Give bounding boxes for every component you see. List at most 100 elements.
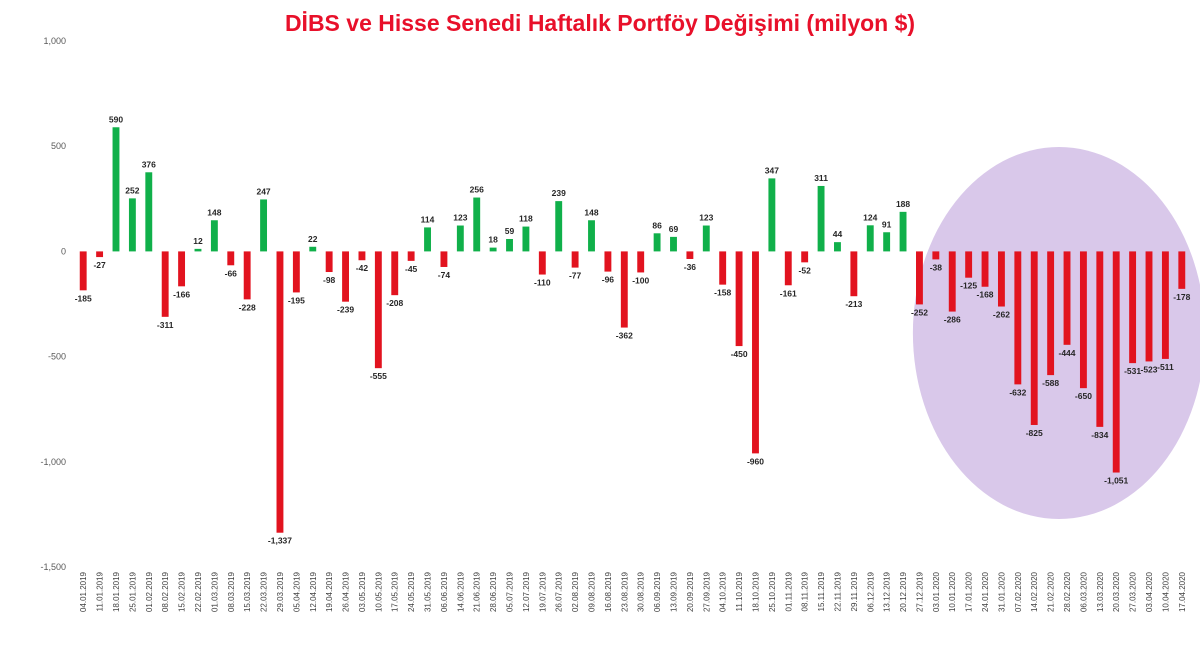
data-label: -262 — [993, 310, 1010, 320]
bar — [1047, 251, 1055, 376]
data-label: -1,051 — [1104, 476, 1128, 486]
data-label: -632 — [1009, 387, 1026, 397]
x-tick-label: 22.03.2019 — [260, 571, 269, 612]
bar — [522, 226, 530, 252]
x-tick-label: 19.04.2019 — [325, 571, 334, 612]
x-tick-label: 22.02.2019 — [194, 571, 203, 612]
x-tick-label: 08.02.2019 — [161, 571, 170, 612]
x-tick-label: 13.12.2019 — [883, 571, 892, 612]
x-tick-label: 09.08.2019 — [588, 571, 597, 612]
data-label: -158 — [714, 288, 731, 298]
x-tick-label: 20.12.2019 — [899, 571, 908, 612]
data-label: 239 — [552, 188, 566, 198]
data-label: 91 — [882, 219, 892, 229]
data-label: 114 — [421, 214, 435, 224]
x-tick-label: 23.08.2019 — [620, 571, 629, 612]
bar — [489, 247, 497, 252]
data-label: -444 — [1059, 348, 1076, 358]
x-tick-label: 05.07.2019 — [506, 571, 515, 612]
data-label: -195 — [288, 295, 305, 305]
bar — [981, 251, 989, 287]
x-tick-label: 20.09.2019 — [686, 571, 695, 612]
data-label: -45 — [405, 264, 418, 274]
bar — [735, 251, 743, 347]
data-label: -178 — [1173, 292, 1190, 302]
x-tick-label: 03.04.2020 — [1145, 571, 1154, 612]
data-label: -161 — [780, 288, 797, 298]
x-tick-label: 10.05.2019 — [374, 571, 383, 612]
data-label: -110 — [534, 278, 551, 288]
x-tick-label: 16.08.2019 — [604, 571, 613, 612]
data-label: -66 — [225, 268, 238, 278]
bar — [801, 251, 809, 263]
data-label: 376 — [142, 159, 156, 169]
bar — [112, 127, 120, 252]
chart-title: DİBS ve Hisse Senedi Haftalık Portföy De… — [284, 10, 916, 36]
bar — [358, 251, 366, 261]
data-label: 59 — [505, 226, 515, 236]
bar — [1079, 251, 1087, 389]
data-label: -27 — [93, 260, 106, 270]
y-tick-label: 1,000 — [43, 36, 66, 46]
x-tick-label: 31.01.2020 — [997, 571, 1006, 612]
x-tick-label: 05.04.2019 — [292, 571, 301, 612]
x-tick-label: 18.01.2019 — [112, 571, 121, 612]
bar — [243, 251, 251, 300]
x-tick-label: 15.03.2019 — [243, 571, 252, 612]
data-label: -166 — [173, 289, 190, 299]
bar — [424, 227, 431, 252]
data-label: 256 — [470, 185, 484, 195]
bar — [866, 225, 874, 252]
bar — [407, 251, 415, 261]
data-label: -362 — [616, 331, 633, 341]
data-label: -450 — [731, 349, 748, 359]
y-tick-label: -1,500 — [40, 562, 66, 572]
x-tick-label: 24.01.2020 — [981, 571, 990, 612]
data-label: -52 — [799, 265, 812, 275]
highlight-ellipse — [912, 147, 1200, 519]
x-tick-label: 17.04.2020 — [1178, 571, 1187, 612]
bar — [948, 251, 956, 312]
x-tick-label: 14.06.2019 — [456, 571, 465, 612]
x-tick-label: 31.05.2019 — [424, 571, 433, 612]
data-label: -960 — [747, 456, 764, 466]
data-label: -239 — [337, 305, 354, 315]
bar — [588, 220, 595, 252]
data-label: 123 — [453, 213, 467, 223]
bar — [784, 251, 792, 286]
bar — [1129, 251, 1137, 364]
bar — [227, 251, 235, 266]
data-label: -511 — [1157, 362, 1174, 372]
bar — [997, 251, 1005, 307]
data-label: 86 — [652, 220, 662, 230]
bar — [391, 251, 399, 296]
x-tick-label: 27.03.2020 — [1129, 571, 1138, 612]
x-tick-label: 12.04.2019 — [309, 571, 318, 612]
data-label: 148 — [207, 207, 221, 217]
bar — [834, 242, 841, 252]
x-tick-label: 01.03.2019 — [210, 571, 219, 612]
x-tick-label: 30.08.2019 — [637, 571, 646, 612]
data-label: 12 — [193, 236, 203, 246]
bar — [473, 197, 481, 252]
data-label: 311 — [814, 173, 828, 183]
x-tick-label: 28.02.2020 — [1063, 571, 1072, 612]
x-tick-label: 25.10.2019 — [768, 571, 777, 612]
x-tick-label: 29.11.2019 — [850, 571, 859, 611]
bar — [96, 251, 104, 258]
bar — [916, 251, 923, 305]
data-label: 69 — [669, 224, 679, 234]
bar — [178, 251, 186, 287]
bar — [702, 225, 710, 252]
data-label: -36 — [684, 262, 697, 272]
data-label: 247 — [256, 186, 270, 196]
bar — [555, 201, 563, 252]
x-tick-label: 07.02.2020 — [1014, 571, 1023, 612]
x-tick-label: 03.05.2019 — [358, 571, 367, 612]
x-tick-label: 13.03.2020 — [1096, 571, 1105, 612]
x-tick-label: 06.09.2019 — [653, 571, 662, 612]
bar — [1161, 251, 1169, 359]
bar — [653, 233, 661, 252]
x-tick-label: 22.11.2019 — [833, 571, 842, 611]
x-tick-label: 03.01.2020 — [932, 571, 941, 612]
